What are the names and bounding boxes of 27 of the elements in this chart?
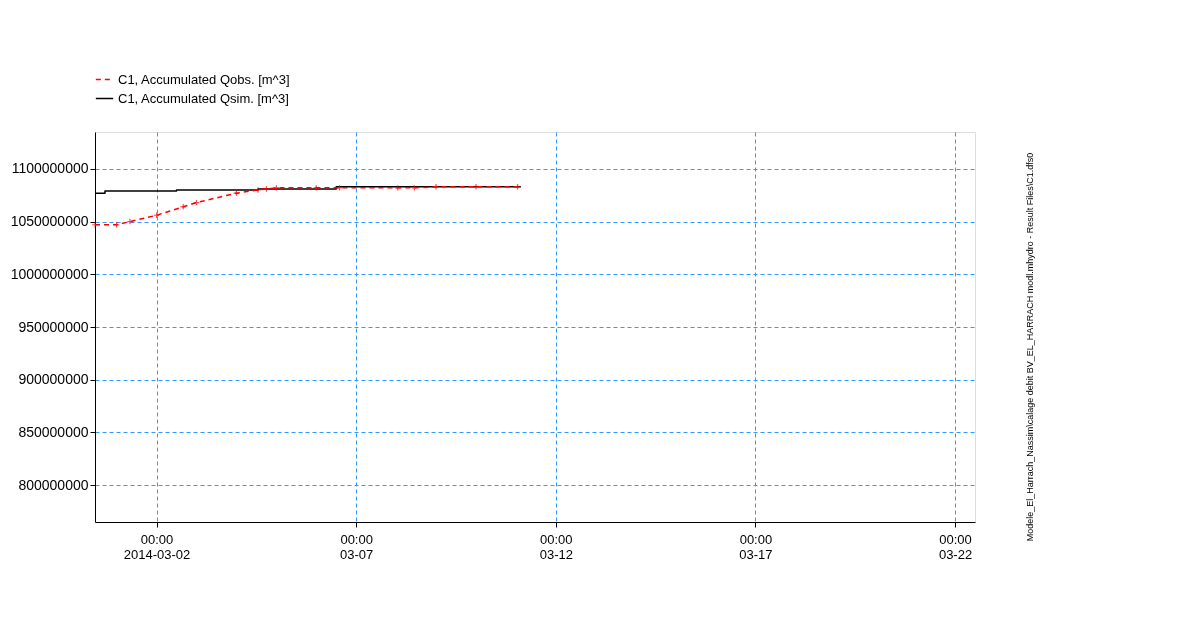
y-tick-label: 1100000000 bbox=[11, 160, 89, 177]
point bbox=[126, 218, 134, 225]
point bbox=[91, 221, 99, 229]
legend-label: C1, Accumulated Qsim. [m^3] bbox=[118, 90, 289, 106]
x-tick-label: 00:00 03-07 bbox=[340, 531, 374, 562]
x-tick-label: 00:00 03-12 bbox=[539, 531, 573, 562]
point bbox=[233, 189, 240, 197]
x-tick-label: 00:00 03-22 bbox=[938, 531, 973, 562]
point bbox=[432, 183, 440, 191]
point bbox=[272, 184, 280, 192]
y-tick-label: 800000000 bbox=[18, 476, 89, 493]
point bbox=[472, 183, 480, 191]
y-tick-label: 1000000000 bbox=[10, 265, 89, 282]
point bbox=[263, 185, 270, 193]
point bbox=[411, 184, 418, 192]
x-tick-label: 00:00 2014-03-02 bbox=[123, 531, 191, 562]
point bbox=[394, 184, 402, 192]
y-tick-label: 1050000000 bbox=[10, 213, 89, 230]
point bbox=[312, 184, 320, 192]
text: Modele_El_Harrach_Nassim\calage debit BV_EL_HARRACH modl.mhydro - Result Files\C1.dfs0 bbox=[1025, 152, 1035, 542]
point bbox=[336, 184, 343, 192]
point bbox=[254, 186, 262, 194]
x-tick-label: 00:00 03-17 bbox=[739, 531, 773, 562]
y-tick-label: 850000000 bbox=[18, 423, 89, 440]
y-tick-label: 950000000 bbox=[18, 318, 89, 335]
y-tick-label: 900000000 bbox=[18, 371, 89, 388]
legend-label: C1, Accumulated Qobs. [m^3] bbox=[118, 71, 290, 87]
